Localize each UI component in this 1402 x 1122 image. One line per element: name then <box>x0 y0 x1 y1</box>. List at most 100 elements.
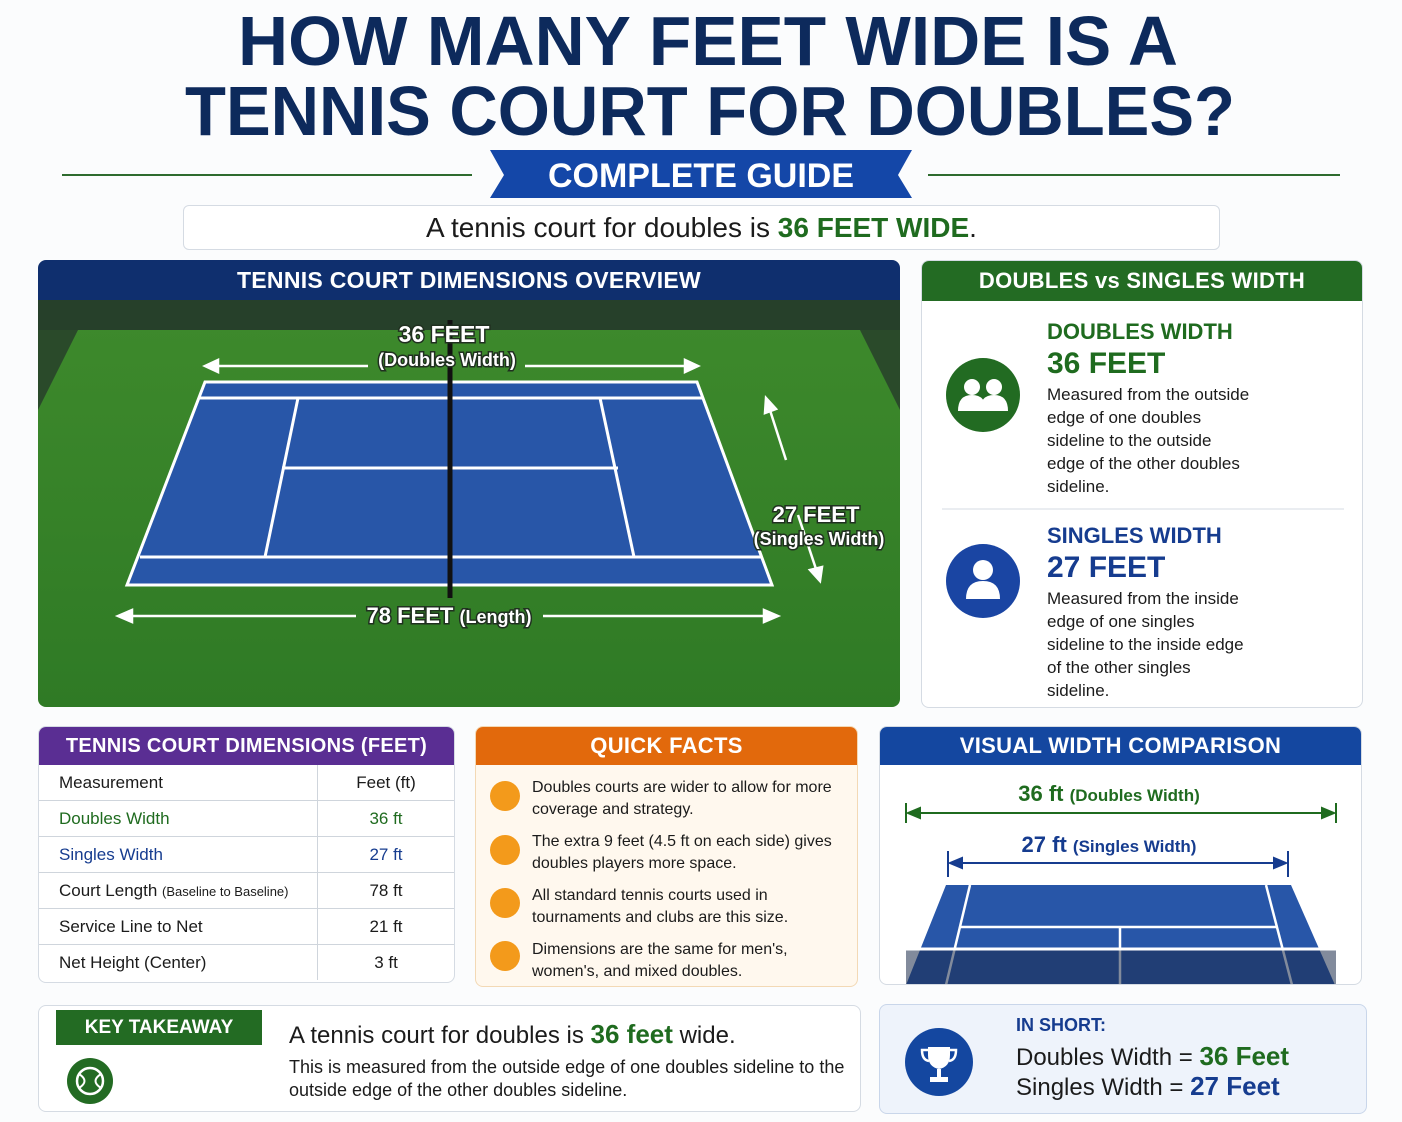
heading: DOUBLES WIDTH <box>1047 319 1233 344</box>
check-icon <box>490 941 520 971</box>
answer: A tennis court for doubles is 36 FEET WI… <box>183 205 1220 250</box>
fence <box>860 330 900 410</box>
row: Court Length (Baseline to Baseline) 78 ft <box>39 872 454 909</box>
value: 36 FEET <box>1047 347 1166 380</box>
icons <box>942 358 1344 618</box>
title: TENNIS COURT FOR DOUBLES? <box>185 72 1235 150</box>
arrows <box>114 358 824 624</box>
cell: Doubles Width <box>39 800 318 837</box>
doubles-label: 36 ft (Doubles Width) <box>1018 781 1200 806</box>
label: 78 FEET <box>367 603 454 628</box>
header-row: Measurement Feet (ft) <box>39 765 454 801</box>
sep: = <box>1178 1044 1193 1071</box>
in-short-row: Doubles Width = 36 Feet <box>1016 1041 1289 1073</box>
takeaway-panel: KEY TAKEAWAY A tennis court for doubles … <box>38 1005 861 1112</box>
facts-panel: QUICK FACTS Doubles courts are wider to … <box>475 726 858 987</box>
row: Singles Width 27 ft <box>39 836 454 873</box>
players-icon <box>946 358 1020 432</box>
label: Singles Width <box>1016 1074 1163 1101</box>
doubles-arrow <box>905 803 1337 823</box>
value: 36 ft <box>1018 781 1064 806</box>
panel-title: TENNIS COURT DIMENSIONS OVERVIEW <box>38 260 900 300</box>
check-icon <box>490 835 520 865</box>
sep: = <box>1169 1074 1184 1101</box>
fact: Dimensions are the same for men's, women… <box>532 941 788 980</box>
check-icon <box>490 781 520 811</box>
header-cell: Feet (ft) <box>317 765 454 801</box>
description: Measured from the inside edge of one sin… <box>1047 589 1244 700</box>
cell: Singles Width <box>39 836 318 873</box>
label-note: (Length) <box>459 607 531 627</box>
players-icon <box>958 379 1008 411</box>
header-cell: Measurement <box>39 765 318 801</box>
court-illustration: 36 FEET (Doubles Width) 27 FEET (Singles… <box>38 300 900 707</box>
answer-lead: A tennis court for doubles is <box>426 212 771 243</box>
in-short-title: IN SHORT: <box>1016 1015 1106 1035</box>
label: Doubles Width <box>1016 1044 1173 1071</box>
dimensions-table: Measurement Feet (ft) Doubles Width 36 ft … <box>39 765 454 980</box>
value: 36 Feet <box>1199 1041 1290 1071</box>
panel-title: DOUBLES vs SINGLES WIDTH <box>922 261 1362 301</box>
cell: 21 ft <box>317 908 454 945</box>
panel-title: TENNIS COURT DIMENSIONS (FEET) <box>39 727 454 765</box>
cell: Service Line to Net <box>39 908 318 945</box>
player-icon <box>966 560 1000 599</box>
fact: Doubles courts are wider to allow for mo… <box>532 779 832 818</box>
row: Service Line to Net 21 ft <box>39 908 454 945</box>
in-short-row: Singles Width = 27 Feet <box>1016 1071 1280 1103</box>
singles-label: 27 ft (Singles Width) <box>1022 832 1197 857</box>
in-short-panel: IN SHORT: Doubles Width = 36 Feet Single… <box>879 1004 1367 1114</box>
cell: 27 ft <box>317 836 454 873</box>
singles-info: SINGLES WIDTH 27 FEET Measured from the … <box>1047 523 1347 702</box>
badge: KEY TAKEAWAY <box>56 1010 262 1045</box>
text: A tennis court for doubles is <box>289 1022 584 1049</box>
badge <box>490 150 912 198</box>
value: 27 ft <box>1022 832 1068 857</box>
cell: 3 ft <box>317 944 454 980</box>
label: 27 FEET <box>773 502 860 527</box>
singles-arrow <box>947 851 1289 877</box>
cell: 78 ft <box>317 872 454 909</box>
badge-text: COMPLETE GUIDE <box>548 157 854 195</box>
visual-panel: VISUAL WIDTH COMPARISON 36 ft (Doubles W… <box>879 726 1362 985</box>
text: wide. <box>679 1022 736 1049</box>
label: 78 FEET (Length) <box>367 603 532 628</box>
fact: All standard tennis courts used in tourn… <box>532 887 789 926</box>
panel-title: QUICK FACTS <box>476 727 857 765</box>
cell: 36 ft <box>317 800 454 837</box>
overview-panel: TENNIS COURT DIMENSIONS OVERVIEW 36 FEET… <box>38 260 900 707</box>
check-icon <box>490 888 520 918</box>
fence <box>38 330 78 410</box>
panel-title: VISUAL WIDTH COMPARISON <box>880 727 1361 765</box>
takeaway-detail: This is measured from the outside edge o… <box>289 1057 845 1100</box>
note: (Singles Width) <box>1073 837 1197 856</box>
trophy-icon <box>905 1028 973 1096</box>
fact: The extra 9 feet (4.5 ft on each side) g… <box>532 833 832 872</box>
doubles-info: DOUBLES WIDTH 36 FEET Measured from the … <box>1047 319 1347 498</box>
highlight: 36 feet <box>590 1019 673 1049</box>
width-diagram: 36 ft (Doubles Width) 27 ft (Singles Wid… <box>905 781 1337 984</box>
cell: Court Length (Baseline to Baseline) <box>39 872 318 909</box>
label-note: (Doubles Width) <box>378 350 516 370</box>
table-panel: TENNIS COURT DIMENSIONS (FEET) Measureme… <box>38 726 455 983</box>
answer-highlight: 36 FEET WIDE <box>777 212 970 243</box>
comparison-panel: DOUBLES vs SINGLES WIDTH DOUBLES WIDTH 3… <box>921 260 1363 708</box>
cell-text: Court Length <box>59 880 158 900</box>
answer-end: . <box>969 212 977 243</box>
takeaway-lead: A tennis court for doubles is 36 feet wi… <box>289 1019 736 1050</box>
value: 27 Feet <box>1190 1071 1280 1101</box>
ball-icon <box>67 1058 113 1104</box>
row: Net Height (Center) 3 ft <box>39 944 454 980</box>
net <box>906 949 1336 984</box>
cell-note: (Baseline to Baseline) <box>162 883 289 899</box>
row: Doubles Width 36 ft <box>39 800 454 837</box>
label-note: (Singles Width) <box>754 529 885 549</box>
label: 36 FEET <box>399 321 490 347</box>
cell: Net Height (Center) <box>59 952 207 972</box>
header: HOW MANY FEET WIDE IS A TENNIS COURT FOR… <box>62 2 1340 198</box>
note: (Doubles Width) <box>1070 786 1200 805</box>
title: HOW MANY FEET WIDE IS A <box>238 2 1178 80</box>
heading: SINGLES WIDTH <box>1047 523 1222 548</box>
fence <box>38 300 900 330</box>
value: 27 FEET <box>1047 551 1166 584</box>
